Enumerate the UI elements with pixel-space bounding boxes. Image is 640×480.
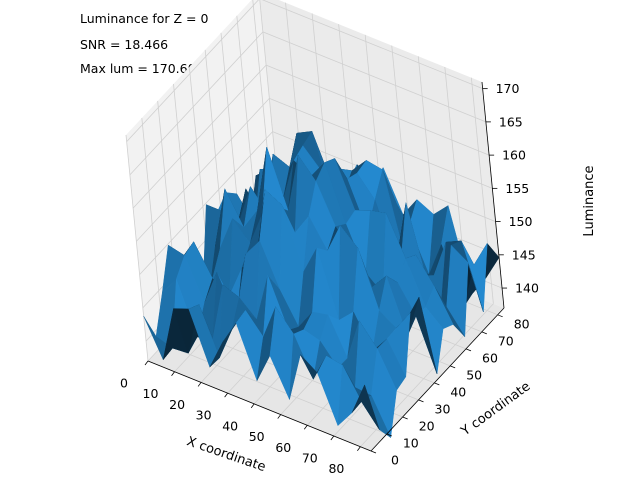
y-tick-label: 20 xyxy=(419,419,435,434)
x-tick xyxy=(224,392,228,398)
z-tick-label: 145 xyxy=(512,247,536,262)
z-tick-label: 170 xyxy=(496,81,520,96)
gridline xyxy=(136,98,270,242)
gridline xyxy=(269,97,493,189)
z-tick-label: 155 xyxy=(505,181,529,196)
x-tick-label: 20 xyxy=(169,397,185,412)
annotation-max-lum: Max lum = 170.606 xyxy=(80,61,204,76)
y-tick-label: 50 xyxy=(466,367,482,382)
axes: 0102030405060708001020304050607080140145… xyxy=(120,81,539,476)
gridline xyxy=(125,134,149,362)
y-tick xyxy=(465,348,472,352)
gridline xyxy=(139,131,273,275)
y-tick-label: 30 xyxy=(435,401,451,416)
y-tick-label: 40 xyxy=(450,384,466,399)
annotation-title: Luminance for Z = 0 xyxy=(80,11,209,26)
y-tick xyxy=(481,331,487,335)
y-tick-label: 60 xyxy=(482,350,498,365)
x-tick xyxy=(171,371,175,376)
annotation-snr: SNR = 18.466 xyxy=(80,37,169,52)
gridline xyxy=(126,0,259,142)
x-tick-label: 60 xyxy=(275,440,291,455)
x-tick xyxy=(303,425,308,430)
y-tick-label: 70 xyxy=(498,333,514,348)
z-tick-label: 150 xyxy=(509,214,533,229)
y-tick xyxy=(370,450,377,454)
y-tick xyxy=(418,399,424,403)
z-axis-line xyxy=(481,81,505,309)
x-tick xyxy=(144,360,149,366)
z-axis-label: Luminance xyxy=(582,165,597,236)
x-tick xyxy=(197,382,202,387)
x-tick-label: 80 xyxy=(328,461,344,476)
y-tick xyxy=(434,382,440,386)
gridline xyxy=(132,64,267,209)
y-tick xyxy=(386,433,392,437)
y-tick-label: 0 xyxy=(391,453,399,468)
gridline xyxy=(262,31,487,123)
gridline xyxy=(129,31,264,176)
x-tick xyxy=(330,435,335,441)
x-tick-label: 40 xyxy=(222,418,238,433)
x-tick xyxy=(277,414,282,419)
z-tick-label: 160 xyxy=(502,148,526,163)
y-axis-label: Y coordinate xyxy=(458,379,533,440)
y-tick xyxy=(450,365,456,369)
x-tick-label: 10 xyxy=(143,386,159,401)
gridline xyxy=(261,0,483,90)
x-tick-label: 70 xyxy=(302,451,318,466)
x-tick xyxy=(250,403,255,409)
x-tick-label: 30 xyxy=(196,408,212,423)
z-tick-label: 165 xyxy=(499,114,523,129)
z-tick-label: 140 xyxy=(515,281,539,296)
y-tick xyxy=(402,416,408,420)
surface-face xyxy=(351,384,380,430)
x-tick-label: 50 xyxy=(249,429,265,444)
y-tick-label: 80 xyxy=(514,316,530,331)
y-tick xyxy=(497,314,503,318)
gridline xyxy=(265,64,490,156)
y-tick-label: 10 xyxy=(403,436,419,451)
x-tick-label: 0 xyxy=(120,376,128,391)
luminance-surface xyxy=(143,130,500,439)
x-tick xyxy=(357,446,361,451)
gridline xyxy=(163,343,387,435)
